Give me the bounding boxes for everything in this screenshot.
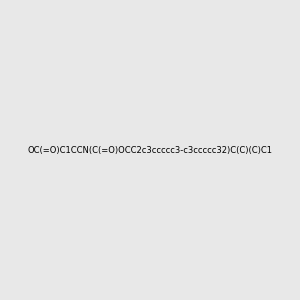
Text: OC(=O)C1CCN(C(=O)OCC2c3ccccc3-c3ccccc32)C(C)(C)C1: OC(=O)C1CCN(C(=O)OCC2c3ccccc3-c3ccccc32)… (28, 146, 272, 154)
